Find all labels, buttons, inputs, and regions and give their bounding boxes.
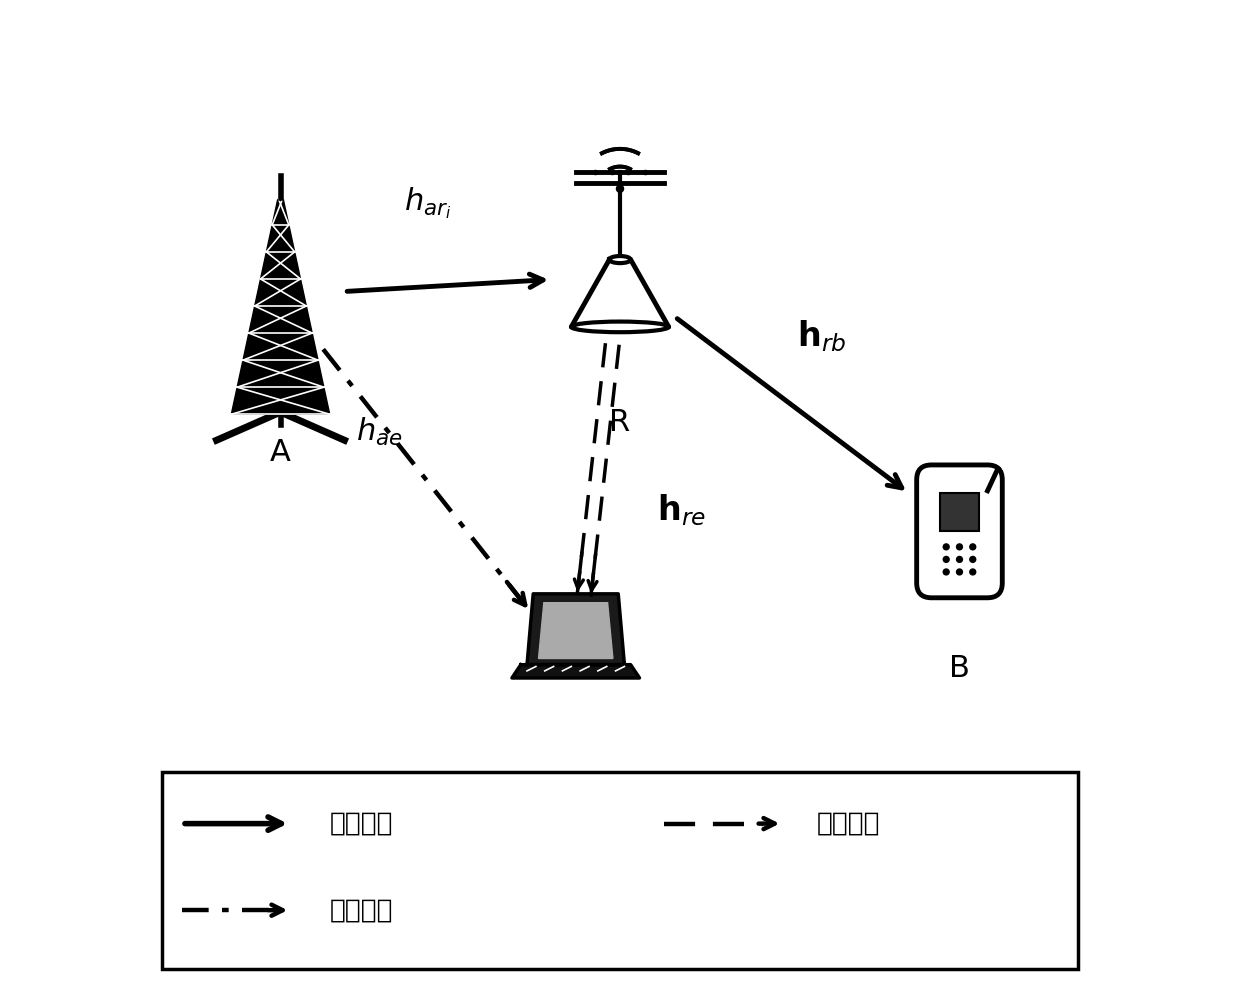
Bar <box>162 772 1078 969</box>
Circle shape <box>944 544 949 550</box>
Circle shape <box>956 569 962 575</box>
Text: $\mathbf{h}_{re}$: $\mathbf{h}_{re}$ <box>657 492 707 527</box>
Circle shape <box>944 556 949 562</box>
Circle shape <box>956 556 962 562</box>
Circle shape <box>970 556 976 562</box>
Ellipse shape <box>572 322 668 333</box>
Polygon shape <box>527 593 625 665</box>
Circle shape <box>956 544 962 550</box>
Circle shape <box>944 569 949 575</box>
Polygon shape <box>572 260 668 327</box>
Text: 私密信号: 私密信号 <box>330 811 393 836</box>
Bar <box>940 493 980 531</box>
FancyBboxPatch shape <box>916 464 1002 597</box>
Circle shape <box>616 185 624 192</box>
Text: 窥听信号: 窥听信号 <box>330 897 393 923</box>
Circle shape <box>970 544 976 550</box>
Text: R: R <box>609 408 631 437</box>
Text: B: B <box>949 654 970 683</box>
Polygon shape <box>232 198 330 414</box>
Circle shape <box>970 569 976 575</box>
Text: $h_{ar_i}$: $h_{ar_i}$ <box>404 186 451 221</box>
Text: A: A <box>270 438 291 466</box>
Text: $\mathbf{h}_{rb}$: $\mathbf{h}_{rb}$ <box>797 319 847 354</box>
Polygon shape <box>512 665 640 678</box>
Ellipse shape <box>609 256 631 263</box>
Text: 干扰信号: 干扰信号 <box>817 811 880 836</box>
Polygon shape <box>538 602 613 658</box>
Text: $h_{ae}$: $h_{ae}$ <box>356 415 402 448</box>
Text: E: E <box>567 802 585 830</box>
